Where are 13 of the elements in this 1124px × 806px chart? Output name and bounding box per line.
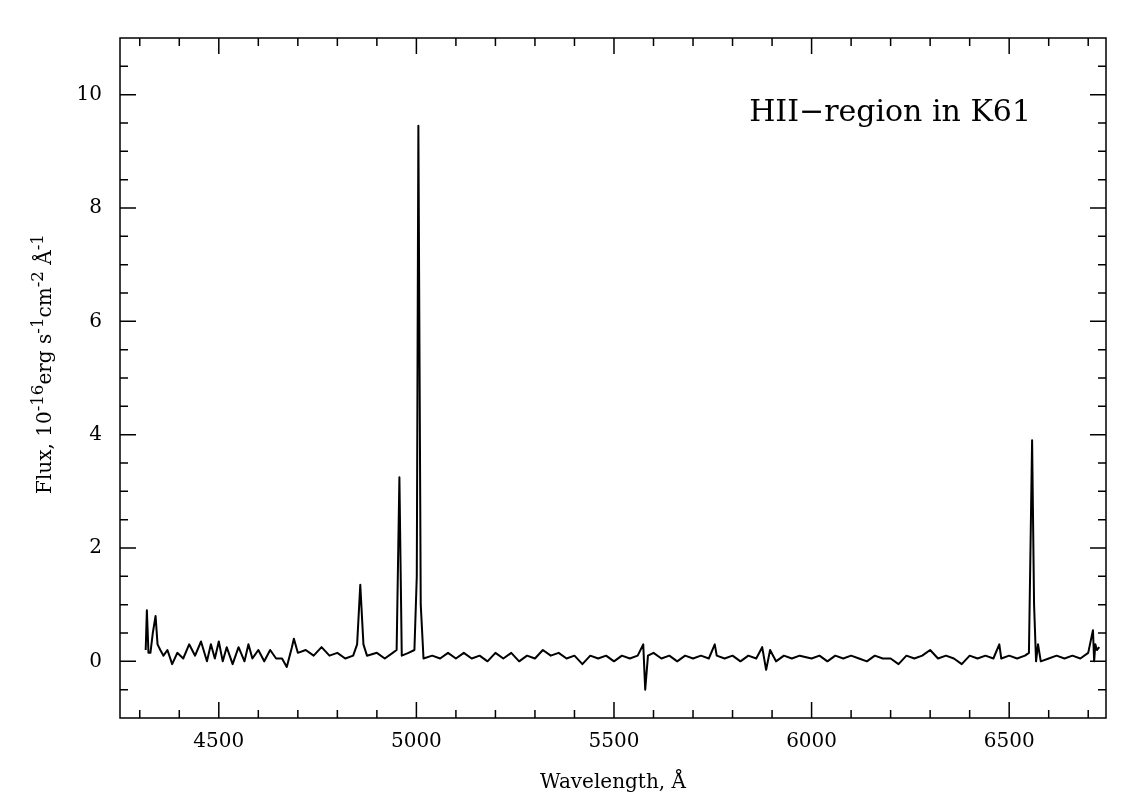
y-tick-label: 8 bbox=[89, 194, 102, 219]
x-tick-label: 5000 bbox=[390, 728, 442, 753]
x-tick-label: 6500 bbox=[983, 728, 1035, 753]
x-tick-label: 4500 bbox=[193, 728, 245, 753]
x-tick-label: 5500 bbox=[588, 728, 640, 753]
x-tick-label: 6000 bbox=[786, 728, 838, 753]
y-tick-label: 10 bbox=[76, 80, 102, 105]
y-tick-label: 4 bbox=[89, 420, 102, 445]
x-axis-title: Wavelength, Å bbox=[540, 768, 687, 793]
y-tick-label: 6 bbox=[89, 307, 102, 332]
text: HII−region in K61 bbox=[749, 93, 1031, 128]
y-tick-label: 2 bbox=[89, 534, 102, 559]
y-tick-label: 0 bbox=[89, 647, 102, 672]
